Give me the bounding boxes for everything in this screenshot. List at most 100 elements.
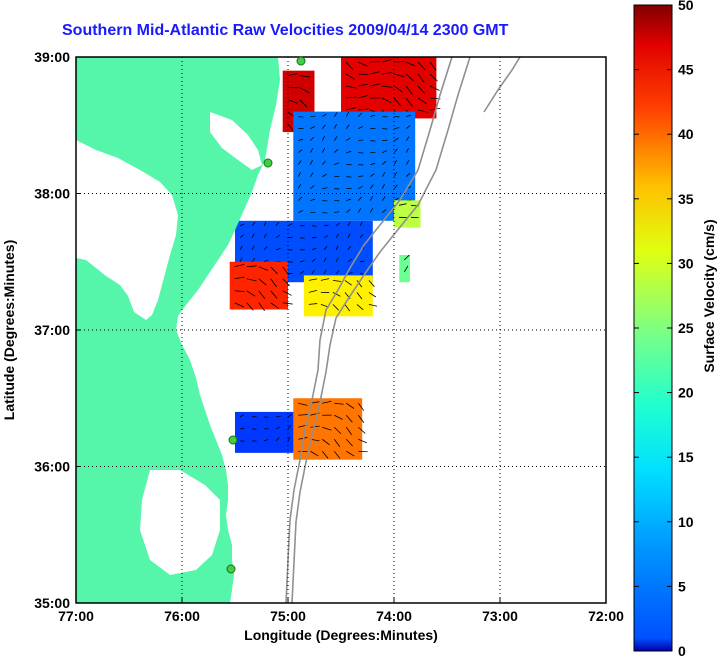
velocity-arrow [311,258,316,263]
velocity-arrow [345,73,356,80]
velocity-arrow [287,414,292,418]
velocity-arrow [275,415,281,418]
velocity-arrow [393,73,405,78]
velocity-arrow [321,136,326,141]
velocity-arrow [320,278,330,281]
velocity-arrow [357,108,369,111]
velocity-arrow [358,126,363,129]
velocity-arrow [263,439,269,442]
velocity-arrow [368,292,377,298]
velocity-arrow [406,125,411,129]
velocity-arrow [234,263,245,268]
velocity-arrow [382,209,387,213]
map-grid [76,57,606,603]
colorbar-tick-label: 5 [678,578,686,594]
velocity-arrow [394,127,400,129]
velocity-arrow [298,196,303,201]
velocity-arrow [369,208,374,213]
velocity-arrow [345,414,353,423]
velocity-arrow [346,198,352,201]
velocity-arrow [346,438,353,447]
colorbar-tick-label: 25 [678,320,694,336]
velocity-arrow [299,99,308,108]
velocity-arrow [246,302,254,311]
map-title: Southern Mid-Atlantic Raw Velocities 200… [62,22,509,39]
y-axis-label: Latitude (Degrees:Minutes) [1,240,17,420]
velocity-arrow [344,304,351,312]
velocity-arrow [359,234,364,239]
velocity-cell [229,261,288,310]
velocity-arrow [270,278,277,288]
velocity-arrow [344,280,352,286]
velocity-arrow [297,160,302,165]
velocity-arrow [356,292,363,300]
velocity-arrow [358,426,366,434]
velocity-arrow [393,184,398,189]
velocity-arrow [369,195,373,201]
velocity-arrow [393,160,398,165]
velocity-arrow [381,196,386,201]
velocity-arrow [299,260,305,263]
velocity-arrow [393,172,398,177]
velocity-arrow [357,208,362,213]
velocity-arrow [275,437,280,442]
velocity-arrow [381,72,393,75]
velocity-arrow [368,280,375,287]
velocity-arrow [429,73,438,82]
velocity-cell [394,200,421,228]
velocity-arrow [394,197,399,201]
chesapeake-bay [76,140,178,320]
velocity-arrow [321,160,326,165]
velocity-arrow [323,235,329,239]
velocity-arrow [393,85,403,93]
velocity-arrow [323,269,327,274]
velocity-arrow [321,450,329,459]
bathymetry-contour [291,57,471,603]
velocity-arrow [381,172,386,177]
velocity-arrow [394,137,399,141]
velocity-arrow [310,136,315,141]
velocity-arrow [333,451,341,459]
velocity-arrow [251,221,256,227]
velocity-arrow [346,151,352,153]
velocity-arrow [417,61,426,71]
velocity-arrow [358,112,363,117]
velocity-arrow [322,187,328,189]
velocity-arrow [263,221,267,226]
velocity-arrow [239,427,245,430]
delaware-bay [210,112,262,170]
velocity-arrow [246,278,257,282]
velocity-arrow [345,111,349,117]
colorbar-tick-label: 40 [678,126,694,142]
velocity-arrow [333,112,338,117]
x-axis-label: Longitude (Degrees:Minutes) [244,627,438,643]
velocity-cell [341,57,437,119]
velocity-arrow [417,97,427,105]
velocity-arrow [393,61,405,63]
velocity-arrow [322,400,332,404]
velocity-arrow [357,83,369,87]
velocity-arrow [405,136,410,141]
velocity-arrow [429,61,437,71]
velocity-arrow [298,210,303,213]
colorbar-tick-label: 20 [678,385,694,401]
velocity-arrow [369,71,381,75]
velocity-arrow [299,75,311,78]
velocity-arrow [346,450,355,457]
colorbar-label: Surface Velocity (cm/s) [701,219,717,372]
velocity-arrow [335,257,339,263]
velocity-arrow [369,184,374,189]
velocity-arrow [310,115,316,117]
x-tick-label: 74:00 [376,608,412,624]
y-tick-label: 39:00 [34,49,70,65]
velocity-arrow [347,245,352,251]
velocity-arrow [287,272,293,275]
velocity-arrow [334,148,339,153]
velocity-arrow [405,73,415,82]
velocity-arrow [406,114,412,117]
velocity-arrow [322,113,327,117]
velocity-arrow [299,270,305,275]
velocity-arrow [417,85,426,95]
velocity-arrow [310,126,316,129]
velocity-arrow [381,97,392,104]
